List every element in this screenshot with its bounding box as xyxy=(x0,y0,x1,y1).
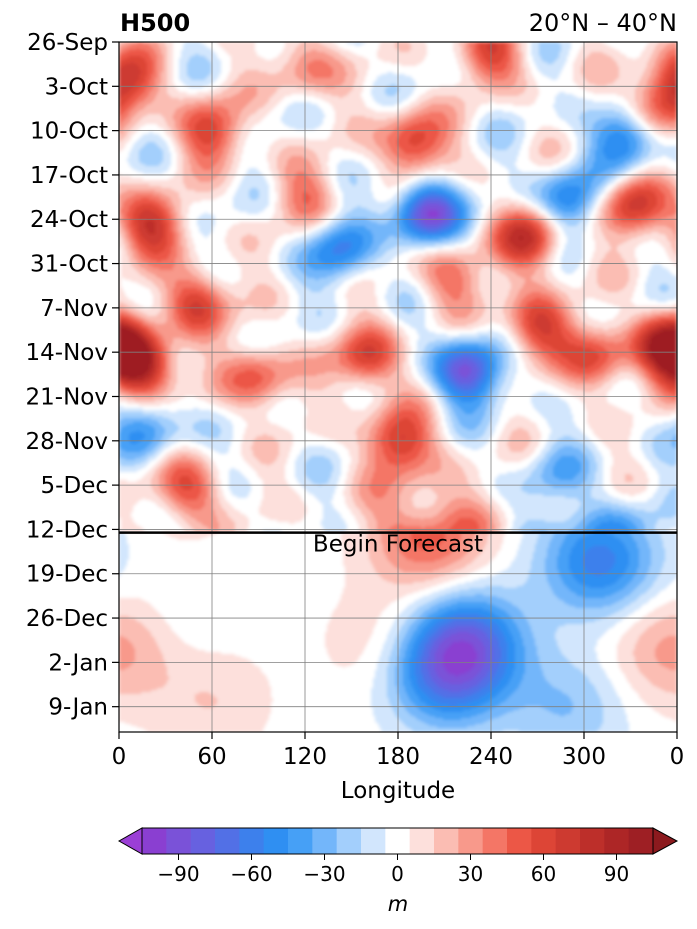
y-tick-label: 7-Nov xyxy=(40,296,108,322)
colorbar: −90 −60 −30 0 30 60 90 xyxy=(117,827,679,886)
colorbar-swatch xyxy=(312,828,338,854)
y-tick-label: 2-Jan xyxy=(48,650,108,676)
colorbar-tick-label: 0 xyxy=(391,862,404,886)
y-tick-label: 17-Oct xyxy=(30,163,108,189)
y-tick-label: 9-Jan xyxy=(48,695,108,721)
colorbar-swatch xyxy=(555,828,581,854)
colorbar-swatch xyxy=(361,828,386,854)
chart-title-right: 20°N – 40°N xyxy=(529,9,677,37)
chart-title-left: H500 xyxy=(120,9,190,37)
colorbar-under-arrow xyxy=(117,827,143,855)
x-tick-label: 180 xyxy=(376,744,420,770)
colorbar-swatch xyxy=(142,828,167,854)
colorbar-swatch xyxy=(190,828,216,854)
colorbar-tick-label: −90 xyxy=(157,862,199,886)
colorbar-swatch xyxy=(434,828,459,854)
y-tick-label: 10-Oct xyxy=(30,119,108,145)
colorbar-swatch xyxy=(263,828,289,854)
y-tick-label: 5-Dec xyxy=(41,473,108,499)
forecast-label: Begin Forecast xyxy=(313,532,483,558)
colorbar-swatch xyxy=(215,828,240,854)
colorbar-swatch xyxy=(507,828,532,854)
colorbar-swatch xyxy=(604,828,630,854)
colorbar-swatch xyxy=(288,828,313,854)
colorbar-tick-label: 30 xyxy=(458,862,483,886)
y-tick-label: 14-Nov xyxy=(26,340,108,366)
grid xyxy=(119,42,677,732)
colorbar-swatch xyxy=(336,828,362,854)
x-axis: 0 60 120 180 240 300 0 xyxy=(112,732,685,770)
colorbar-swatch xyxy=(531,828,557,854)
colorbar-swatch xyxy=(409,828,435,854)
y-tick-label: 31-Oct xyxy=(30,252,108,278)
y-tick-label: 26-Sep xyxy=(27,30,108,56)
colorbar-tick-label: −30 xyxy=(303,862,345,886)
x-tick-label: 60 xyxy=(197,744,226,770)
colorbar-label: m xyxy=(388,892,408,916)
x-tick-label: 120 xyxy=(283,744,327,770)
colorbar-swatch xyxy=(580,828,605,854)
y-tick-label: 19-Dec xyxy=(26,562,108,588)
y-tick-label: 3-Oct xyxy=(45,74,108,100)
colorbar-tick-label: 90 xyxy=(604,862,629,886)
colorbar-over-arrow xyxy=(652,827,679,855)
x-axis-label: Longitude xyxy=(341,778,455,804)
colorbar-swatch xyxy=(385,828,411,854)
x-tick-label: 300 xyxy=(562,744,606,770)
colorbar-swatch xyxy=(628,828,654,854)
y-tick-label: 21-Nov xyxy=(26,384,108,410)
colorbar-tick-label: 60 xyxy=(531,862,556,886)
colorbar-swatch xyxy=(458,828,484,854)
colorbar-tick-label: −60 xyxy=(230,862,272,886)
y-tick-label: 26-Dec xyxy=(26,606,108,632)
x-tick-label: 0 xyxy=(670,744,685,770)
x-tick-label: 0 xyxy=(112,744,127,770)
y-tick-label: 28-Nov xyxy=(26,429,108,455)
colorbar-swatch xyxy=(239,828,265,854)
y-tick-label: 12-Dec xyxy=(26,517,108,543)
y-axis: 26-Sep 3-Oct 10-Oct 17-Oct 24-Oct 31-Oct 7-Nov… xyxy=(26,30,119,721)
colorbar-swatch xyxy=(166,828,192,854)
y-tick-label: 24-Oct xyxy=(30,207,108,233)
colorbar-swatch xyxy=(482,828,508,854)
x-tick-label: 240 xyxy=(469,744,513,770)
